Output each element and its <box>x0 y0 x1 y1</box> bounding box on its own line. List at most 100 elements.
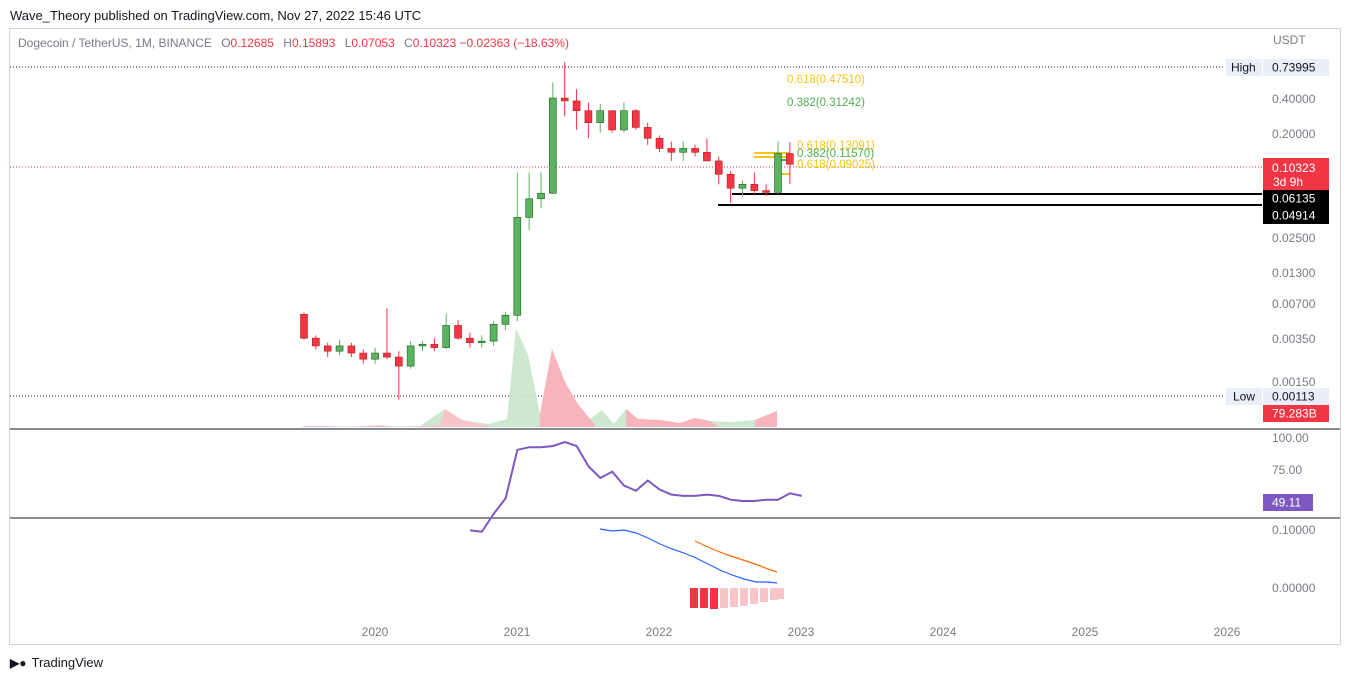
change-value: −0.02363 (−18.63%) <box>459 36 569 50</box>
candle-down[interactable] <box>584 110 593 124</box>
publisher-line: Wave_Theory published on TradingView.com… <box>10 8 422 23</box>
candle-down[interactable] <box>394 356 403 367</box>
candle-down[interactable] <box>667 148 676 153</box>
fib-label-2: 0.382(0.31242) <box>787 97 865 109</box>
open-value: 0.12685 <box>230 36 274 50</box>
candle-up[interactable] <box>774 153 782 193</box>
macd-bar <box>740 588 748 606</box>
volume-area-last <box>755 411 777 427</box>
candle-up[interactable] <box>477 340 486 343</box>
candle-up[interactable] <box>489 324 498 342</box>
chart-frame <box>9 28 1341 645</box>
countdown-value: 3d 9h <box>1273 175 1303 189</box>
volume-tag-bg <box>1263 405 1329 422</box>
tradingview-brand: TradingView <box>31 655 104 670</box>
macd-bar <box>770 588 778 600</box>
candle-down[interactable] <box>383 352 391 358</box>
high-value: 0.15893 <box>291 36 336 50</box>
candle-down[interactable] <box>714 160 723 175</box>
time-label: 2025 <box>1072 625 1099 639</box>
rsi-tick: 100.00 <box>1272 431 1309 445</box>
low-value-bg <box>1263 388 1329 405</box>
level-1-tag-bg <box>1263 190 1329 207</box>
price-tick: 0.02500 <box>1272 231 1316 245</box>
macd-line <box>599 528 778 584</box>
candles-group <box>300 62 794 400</box>
low-tag-bg <box>1226 388 1262 405</box>
low-value: 0.00113 <box>1272 390 1315 404</box>
candle-down[interactable] <box>466 337 474 343</box>
macd-histogram <box>690 588 784 609</box>
candle-up[interactable] <box>537 192 545 200</box>
currency-label: USDT <box>1273 33 1306 47</box>
last-price-tag-bg <box>1263 158 1329 190</box>
time-label: 2023 <box>788 625 815 639</box>
volume-tag-value: 79.283B <box>1272 407 1317 421</box>
fib-label-3: 0.618(0.13091) <box>797 140 875 152</box>
candle-up[interactable] <box>738 184 747 189</box>
candle-down[interactable] <box>572 100 581 111</box>
time-label: 2024 <box>930 625 957 639</box>
candle-up[interactable] <box>549 97 557 194</box>
volume-area-peak-down <box>540 349 596 427</box>
volume-area-early <box>303 409 500 427</box>
candle-down[interactable] <box>347 345 356 354</box>
price-tick: 0.20000 <box>1272 127 1316 141</box>
last-price-value: 0.10323 <box>1272 161 1316 175</box>
candle-down[interactable] <box>430 343 439 348</box>
rsi-value-bg <box>1263 494 1313 511</box>
price-tick: 0.00350 <box>1272 332 1316 346</box>
candle-up[interactable] <box>679 148 688 153</box>
candle-down[interactable] <box>300 314 308 339</box>
low-label: L <box>344 36 352 50</box>
close-value: 0.10323 <box>412 36 457 50</box>
candle-down[interactable] <box>560 97 569 102</box>
high-value: 0.73995 <box>1272 61 1316 75</box>
candle-up[interactable] <box>406 345 415 367</box>
macd-signal-line <box>694 540 778 573</box>
rsi-tick: 75.00 <box>1272 463 1302 477</box>
macd-bar <box>730 588 738 607</box>
candle-down[interactable] <box>454 325 462 339</box>
candle-down[interactable] <box>631 110 640 128</box>
tradingview-footer: ▶● TradingView <box>10 655 103 670</box>
macd-bar <box>700 588 708 608</box>
low-value: 0.07053 <box>351 36 395 50</box>
candle-down[interactable] <box>786 153 794 165</box>
fib-label-4: 0.382(0.11570) <box>797 148 874 160</box>
time-label: 2026 <box>1214 625 1241 639</box>
high-tag-bg <box>1226 59 1262 76</box>
candle-down[interactable] <box>608 110 616 131</box>
candle-up[interactable] <box>525 198 533 218</box>
level-2-value: 0.04914 <box>1272 209 1316 223</box>
candle-down[interactable] <box>359 352 368 360</box>
macd-bar <box>760 588 768 602</box>
candle-up[interactable] <box>620 110 628 131</box>
candle-down[interactable] <box>655 138 664 149</box>
candle-up[interactable] <box>442 325 451 348</box>
rsi-line <box>469 441 803 533</box>
candle-down[interactable] <box>691 148 699 153</box>
time-label: 2022 <box>646 625 673 639</box>
candle-up[interactable] <box>513 217 522 316</box>
time-label: 2021 <box>504 625 531 639</box>
fib-label-5: 0.618(0.09025) <box>797 159 875 171</box>
macd-bar <box>690 588 698 608</box>
candle-down[interactable] <box>703 151 711 162</box>
candle-down[interactable] <box>312 337 320 347</box>
candle-down[interactable] <box>750 184 759 191</box>
candle-down[interactable] <box>762 190 770 193</box>
rsi-value: 49.11 <box>1272 496 1301 510</box>
volume-area-base <box>303 328 777 427</box>
candle-down[interactable] <box>643 127 652 139</box>
macd-bar <box>720 588 728 608</box>
candle-up[interactable] <box>371 352 379 360</box>
candle-up[interactable] <box>501 314 510 325</box>
candle-up[interactable] <box>335 345 344 352</box>
price-tick: 0.01300 <box>1272 266 1316 280</box>
candle-down[interactable] <box>726 173 735 189</box>
candle-up[interactable] <box>418 343 427 347</box>
candle-up[interactable] <box>596 110 605 124</box>
candle-down[interactable] <box>323 345 332 352</box>
